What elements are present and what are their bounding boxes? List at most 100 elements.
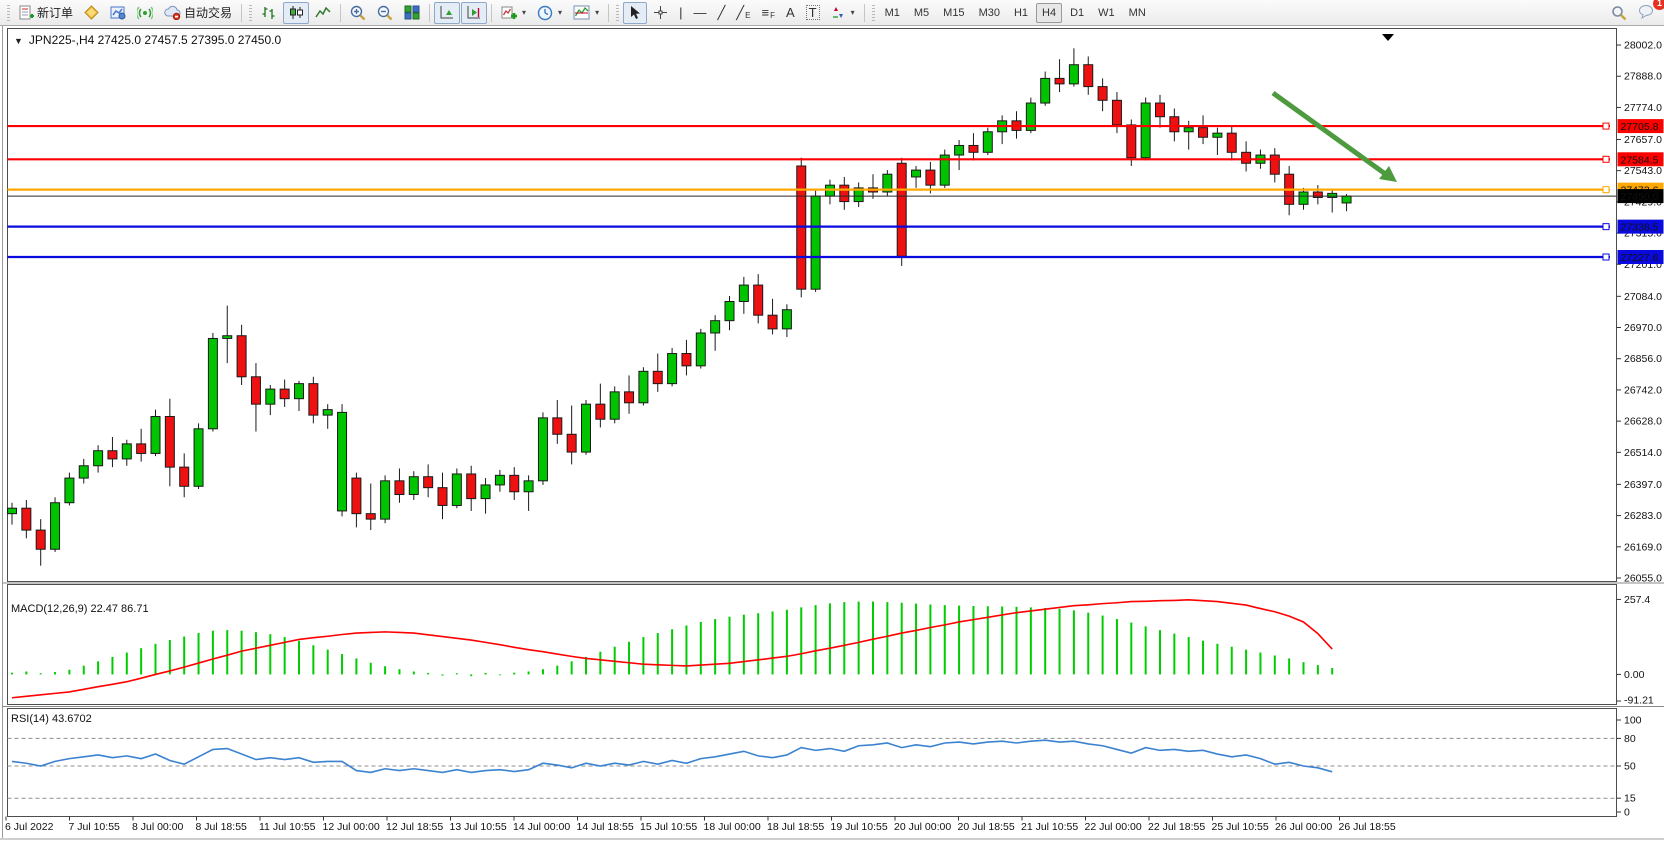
candle[interactable]	[638, 367, 649, 406]
candle[interactable]	[695, 328, 706, 369]
templates-button[interactable]	[568, 2, 604, 24]
candle[interactable]	[150, 409, 161, 457]
candle[interactable]	[337, 404, 348, 517]
candle[interactable]	[537, 412, 548, 485]
candle[interactable]	[609, 386, 620, 424]
hline-handle[interactable]	[1602, 223, 1610, 231]
candle[interactable]	[294, 380, 304, 412]
candle[interactable]	[595, 383, 606, 428]
candle[interactable]	[982, 127, 993, 156]
add-indicator-button[interactable]	[496, 2, 531, 24]
candle[interactable]	[408, 471, 419, 500]
hline-handle[interactable]	[1602, 253, 1610, 261]
candle[interactable]	[480, 478, 491, 514]
tile-windows-button[interactable]	[399, 2, 425, 24]
candle[interactable]	[753, 274, 764, 324]
search-button[interactable]	[1606, 2, 1632, 24]
candle[interactable]	[1226, 126, 1237, 161]
crosshair-tool-button[interactable]	[648, 2, 673, 24]
price-chart-canvas[interactable]: 28002.027888.027774.027657.027543.027429…	[0, 26, 1664, 840]
hline-handle[interactable]	[1602, 186, 1610, 194]
candle[interactable]	[236, 324, 247, 386]
candle[interactable]	[1241, 141, 1252, 172]
candle[interactable]	[1298, 187, 1309, 210]
chart-candles-button[interactable]	[283, 1, 310, 24]
timeframe-m15[interactable]: M15	[943, 6, 965, 19]
candle[interactable]	[423, 464, 434, 498]
candle[interactable]	[494, 469, 505, 492]
candle[interactable]	[265, 385, 276, 416]
candle[interactable]	[925, 161, 936, 194]
candle[interactable]	[21, 499, 32, 539]
main-panel[interactable]	[7, 28, 1617, 582]
hline-handle[interactable]	[1602, 122, 1610, 130]
candle[interactable]	[1155, 94, 1165, 128]
candle[interactable]	[308, 376, 319, 424]
candle[interactable]	[767, 298, 778, 335]
candle[interactable]	[78, 458, 89, 484]
candle[interactable]	[523, 475, 534, 511]
candle[interactable]	[394, 468, 405, 503]
candle[interactable]	[1054, 59, 1065, 93]
candle[interactable]	[1140, 97, 1151, 161]
candle[interactable]	[365, 483, 376, 531]
notification-badge[interactable]: 1	[1653, 0, 1664, 10]
candle[interactable]	[724, 296, 735, 331]
candle[interactable]	[380, 475, 391, 524]
candle[interactable]	[652, 353, 663, 392]
vertical-line-tool-button[interactable]: |	[674, 2, 687, 24]
candle[interactable]	[939, 149, 950, 188]
candle[interactable]	[509, 467, 520, 500]
timeframe-d1[interactable]: D1	[1070, 6, 1085, 19]
toolbar-grip[interactable]	[616, 4, 620, 21]
market-watch-button[interactable]	[105, 2, 131, 24]
candle[interactable]	[1269, 148, 1280, 183]
candle[interactable]	[810, 190, 821, 292]
candle[interactable]	[7, 502, 17, 525]
candle[interactable]	[451, 468, 462, 509]
candle[interactable]	[1025, 97, 1036, 134]
candle[interactable]	[552, 400, 563, 444]
toolbar-grip[interactable]	[249, 4, 253, 21]
timeframe-m5[interactable]: M5	[913, 6, 930, 19]
arrows-tool-button[interactable]	[826, 2, 860, 24]
candle[interactable]	[351, 472, 362, 528]
candle[interactable]	[624, 375, 635, 414]
candle[interactable]	[250, 363, 261, 432]
one-click-trading-expand-icon[interactable]: ▼	[14, 36, 23, 46]
auto-scroll-button[interactable]	[434, 1, 461, 24]
candle[interactable]	[738, 276, 749, 314]
channel-tool-button[interactable]: ╱ E	[731, 2, 755, 24]
candle[interactable]	[667, 348, 678, 387]
candle[interactable]	[322, 404, 333, 429]
candle[interactable]	[839, 176, 850, 210]
candle[interactable]	[882, 170, 893, 197]
candle[interactable]	[954, 139, 965, 171]
text-label-tool-button[interactable]: T	[801, 2, 825, 24]
candle[interactable]	[1212, 127, 1223, 156]
candle[interactable]	[1068, 48, 1079, 87]
autotrading-button[interactable]: 自动交易	[159, 2, 237, 24]
candle[interactable]	[581, 400, 591, 455]
candle[interactable]	[107, 437, 118, 468]
timeframe-h4[interactable]: H4	[1036, 2, 1063, 23]
candle[interactable]	[64, 472, 75, 506]
cursor-tool-button[interactable]	[623, 1, 648, 24]
chart-bars-button[interactable]	[256, 2, 282, 24]
timeframe-m30[interactable]: M30	[978, 6, 1000, 19]
candle[interactable]	[136, 428, 147, 462]
zoom-out-button[interactable]	[372, 2, 398, 24]
new-order-button[interactable]: 新订单	[14, 2, 78, 24]
chart-line-button[interactable]	[310, 2, 336, 24]
horizontal-line-tool-button[interactable]: —	[688, 2, 711, 24]
timeframe-m1[interactable]: M1	[884, 6, 900, 19]
candle[interactable]	[193, 423, 204, 490]
candle[interactable]	[853, 182, 864, 208]
candle[interactable]	[164, 398, 175, 487]
text-tool-button[interactable]: A	[781, 2, 800, 24]
candle[interactable]	[1040, 71, 1051, 106]
chart-shift-marker[interactable]	[1382, 34, 1394, 41]
macd-panel[interactable]	[7, 584, 1617, 705]
down-trend-arrow[interactable]	[1271, 90, 1386, 176]
candle[interactable]	[35, 519, 46, 566]
